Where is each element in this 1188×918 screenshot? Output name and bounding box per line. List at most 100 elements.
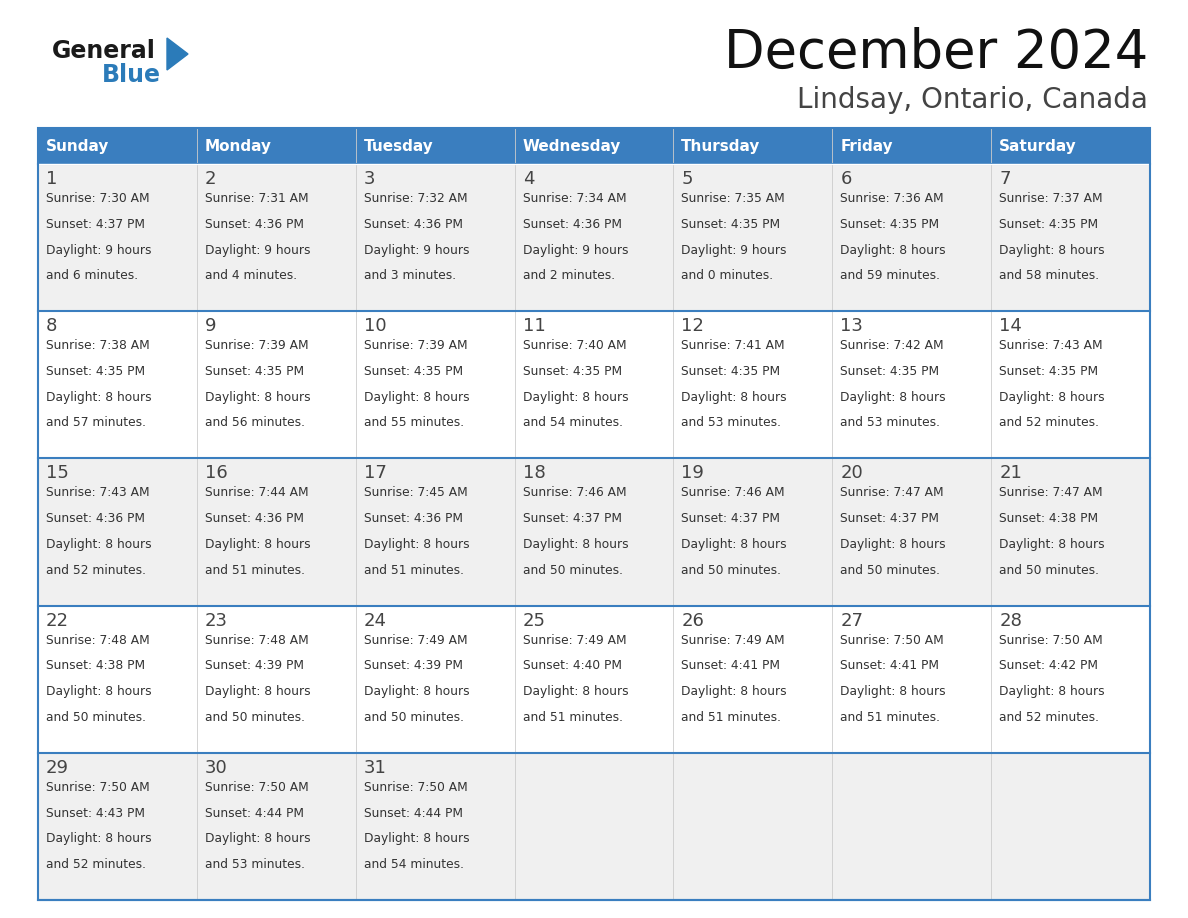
Text: 11: 11 bbox=[523, 318, 545, 335]
Text: and 0 minutes.: and 0 minutes. bbox=[682, 269, 773, 282]
Text: and 50 minutes.: and 50 minutes. bbox=[46, 711, 146, 724]
Text: 29: 29 bbox=[46, 759, 69, 777]
Text: Sunset: 4:37 PM: Sunset: 4:37 PM bbox=[523, 512, 621, 525]
Text: 12: 12 bbox=[682, 318, 704, 335]
Text: and 52 minutes.: and 52 minutes. bbox=[999, 417, 1099, 430]
Text: Sunset: 4:35 PM: Sunset: 4:35 PM bbox=[999, 218, 1098, 230]
Text: Daylight: 8 hours: Daylight: 8 hours bbox=[364, 685, 469, 698]
Text: Sunrise: 7:49 AM: Sunrise: 7:49 AM bbox=[364, 633, 467, 646]
Text: and 51 minutes.: and 51 minutes. bbox=[840, 711, 940, 724]
Text: and 56 minutes.: and 56 minutes. bbox=[204, 417, 305, 430]
Text: 16: 16 bbox=[204, 465, 228, 482]
Bar bbox=[38, 128, 1150, 900]
Bar bbox=[38, 164, 1150, 311]
Text: Sunrise: 7:42 AM: Sunrise: 7:42 AM bbox=[840, 339, 944, 353]
Text: Daylight: 8 hours: Daylight: 8 hours bbox=[204, 391, 310, 404]
Text: Sunset: 4:37 PM: Sunset: 4:37 PM bbox=[840, 512, 940, 525]
Text: Daylight: 8 hours: Daylight: 8 hours bbox=[523, 685, 628, 698]
Text: and 50 minutes.: and 50 minutes. bbox=[364, 711, 463, 724]
Bar bbox=[991, 128, 1150, 164]
Text: Sunset: 4:36 PM: Sunset: 4:36 PM bbox=[204, 218, 304, 230]
Bar bbox=[38, 753, 1150, 900]
Text: Daylight: 8 hours: Daylight: 8 hours bbox=[999, 685, 1105, 698]
Text: Daylight: 8 hours: Daylight: 8 hours bbox=[999, 538, 1105, 551]
Text: Sunrise: 7:50 AM: Sunrise: 7:50 AM bbox=[999, 633, 1102, 646]
Text: and 52 minutes.: and 52 minutes. bbox=[46, 858, 146, 871]
Text: Sunrise: 7:35 AM: Sunrise: 7:35 AM bbox=[682, 192, 785, 205]
Text: Sunset: 4:35 PM: Sunset: 4:35 PM bbox=[46, 365, 145, 378]
Text: Daylight: 8 hours: Daylight: 8 hours bbox=[523, 391, 628, 404]
Text: Lindsay, Ontario, Canada: Lindsay, Ontario, Canada bbox=[797, 86, 1148, 114]
Bar bbox=[674, 128, 833, 164]
Text: 17: 17 bbox=[364, 465, 386, 482]
Text: Tuesday: Tuesday bbox=[364, 139, 434, 153]
Text: Daylight: 8 hours: Daylight: 8 hours bbox=[46, 538, 152, 551]
Text: Sunset: 4:35 PM: Sunset: 4:35 PM bbox=[999, 365, 1098, 378]
Text: Sunset: 4:36 PM: Sunset: 4:36 PM bbox=[364, 512, 462, 525]
Bar bbox=[38, 458, 1150, 606]
Text: and 54 minutes.: and 54 minutes. bbox=[523, 417, 623, 430]
Text: 3: 3 bbox=[364, 170, 375, 188]
Text: and 50 minutes.: and 50 minutes. bbox=[840, 564, 940, 577]
Text: Daylight: 8 hours: Daylight: 8 hours bbox=[840, 538, 946, 551]
Text: Sunset: 4:35 PM: Sunset: 4:35 PM bbox=[523, 365, 621, 378]
Text: Sunrise: 7:31 AM: Sunrise: 7:31 AM bbox=[204, 192, 309, 205]
Text: Sunset: 4:35 PM: Sunset: 4:35 PM bbox=[840, 365, 940, 378]
Polygon shape bbox=[168, 38, 188, 70]
Text: Sunset: 4:35 PM: Sunset: 4:35 PM bbox=[682, 365, 781, 378]
Text: and 55 minutes.: and 55 minutes. bbox=[364, 417, 463, 430]
Text: Sunset: 4:41 PM: Sunset: 4:41 PM bbox=[682, 659, 781, 672]
Text: Sunrise: 7:37 AM: Sunrise: 7:37 AM bbox=[999, 192, 1102, 205]
Text: Sunrise: 7:43 AM: Sunrise: 7:43 AM bbox=[46, 487, 150, 499]
Text: Sunrise: 7:50 AM: Sunrise: 7:50 AM bbox=[46, 781, 150, 794]
Text: 8: 8 bbox=[46, 318, 57, 335]
Text: Daylight: 8 hours: Daylight: 8 hours bbox=[46, 685, 152, 698]
Text: Daylight: 8 hours: Daylight: 8 hours bbox=[204, 833, 310, 845]
Text: Daylight: 8 hours: Daylight: 8 hours bbox=[840, 243, 946, 256]
Text: 30: 30 bbox=[204, 759, 228, 777]
Text: 28: 28 bbox=[999, 611, 1022, 630]
Text: and 54 minutes.: and 54 minutes. bbox=[364, 858, 463, 871]
Text: Daylight: 9 hours: Daylight: 9 hours bbox=[523, 243, 628, 256]
Text: 25: 25 bbox=[523, 611, 545, 630]
Text: and 53 minutes.: and 53 minutes. bbox=[840, 417, 940, 430]
Text: and 2 minutes.: and 2 minutes. bbox=[523, 269, 614, 282]
Text: Sunset: 4:36 PM: Sunset: 4:36 PM bbox=[364, 218, 462, 230]
Bar bbox=[514, 128, 674, 164]
Text: Sunrise: 7:44 AM: Sunrise: 7:44 AM bbox=[204, 487, 309, 499]
Text: Sunset: 4:36 PM: Sunset: 4:36 PM bbox=[46, 512, 145, 525]
Text: Daylight: 8 hours: Daylight: 8 hours bbox=[840, 391, 946, 404]
Text: Sunset: 4:44 PM: Sunset: 4:44 PM bbox=[204, 807, 304, 820]
Text: Daylight: 8 hours: Daylight: 8 hours bbox=[46, 391, 152, 404]
Text: and 52 minutes.: and 52 minutes. bbox=[999, 711, 1099, 724]
Text: Sunset: 4:37 PM: Sunset: 4:37 PM bbox=[46, 218, 145, 230]
Text: Sunrise: 7:34 AM: Sunrise: 7:34 AM bbox=[523, 192, 626, 205]
Text: 9: 9 bbox=[204, 318, 216, 335]
Text: and 50 minutes.: and 50 minutes. bbox=[204, 711, 305, 724]
Text: Sunrise: 7:46 AM: Sunrise: 7:46 AM bbox=[682, 487, 785, 499]
Text: and 51 minutes.: and 51 minutes. bbox=[682, 711, 782, 724]
Text: and 51 minutes.: and 51 minutes. bbox=[364, 564, 463, 577]
Text: Sunday: Sunday bbox=[46, 139, 109, 153]
Text: Sunset: 4:35 PM: Sunset: 4:35 PM bbox=[204, 365, 304, 378]
Text: Sunrise: 7:43 AM: Sunrise: 7:43 AM bbox=[999, 339, 1102, 353]
Text: Daylight: 8 hours: Daylight: 8 hours bbox=[999, 243, 1105, 256]
Text: 21: 21 bbox=[999, 465, 1022, 482]
Text: 26: 26 bbox=[682, 611, 704, 630]
Text: Sunrise: 7:47 AM: Sunrise: 7:47 AM bbox=[840, 487, 944, 499]
Text: Daylight: 8 hours: Daylight: 8 hours bbox=[364, 391, 469, 404]
Text: Daylight: 8 hours: Daylight: 8 hours bbox=[364, 833, 469, 845]
Text: Sunrise: 7:45 AM: Sunrise: 7:45 AM bbox=[364, 487, 467, 499]
Bar bbox=[38, 128, 197, 164]
Bar bbox=[197, 128, 355, 164]
Text: Daylight: 8 hours: Daylight: 8 hours bbox=[682, 538, 788, 551]
Text: 20: 20 bbox=[840, 465, 862, 482]
Bar bbox=[38, 311, 1150, 458]
Text: 10: 10 bbox=[364, 318, 386, 335]
Text: Daylight: 9 hours: Daylight: 9 hours bbox=[204, 243, 310, 256]
Bar bbox=[833, 128, 991, 164]
Text: 4: 4 bbox=[523, 170, 535, 188]
Text: 27: 27 bbox=[840, 611, 864, 630]
Text: Sunset: 4:37 PM: Sunset: 4:37 PM bbox=[682, 512, 781, 525]
Text: Blue: Blue bbox=[102, 63, 162, 87]
